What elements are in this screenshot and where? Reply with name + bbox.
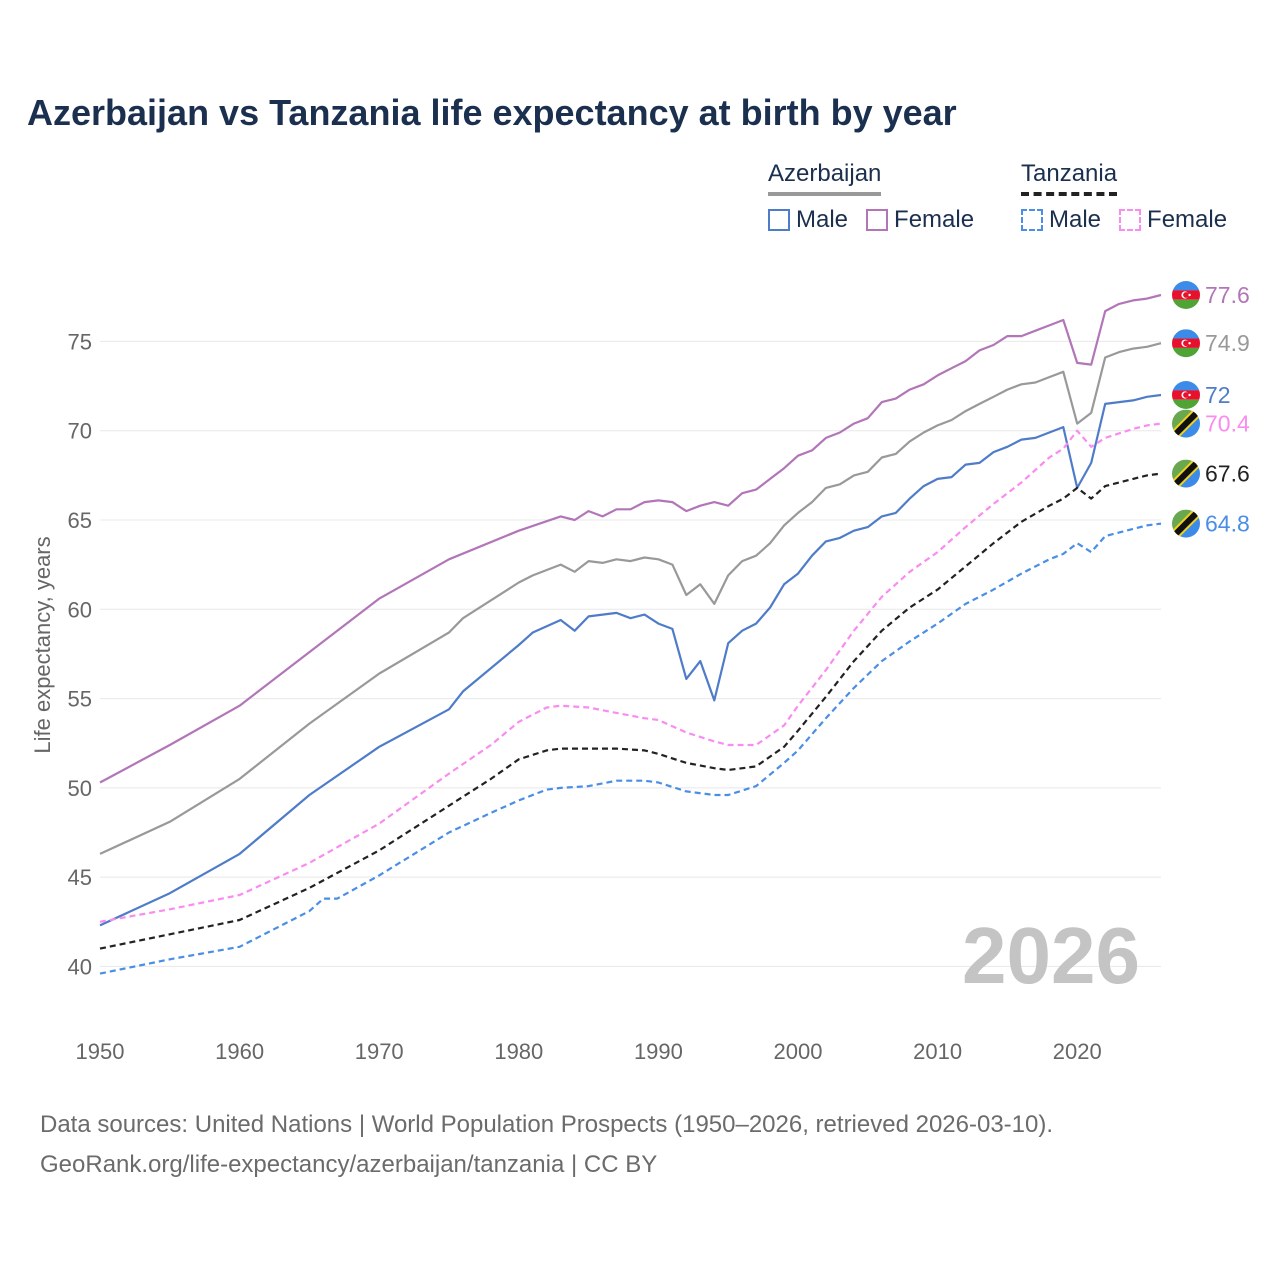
chart-title: Azerbaijan vs Tanzania life expectancy a… xyxy=(27,92,957,133)
flag-tanzania-tz_total-icon-clip xyxy=(1172,459,1200,488)
series-line-az_total[interactable] xyxy=(99,342,1162,855)
flag-tanzania-tz_male-icon-black-stripe xyxy=(1172,509,1200,538)
end-value-label-tz_male: 64.8 xyxy=(1205,511,1250,537)
legend-tanzania: Tanzania Male Female xyxy=(1021,160,1227,234)
flag-azerbaijan-az_total-icon xyxy=(1172,329,1200,358)
flag-azerbaijan-az_male-icon-green-band xyxy=(1172,399,1200,409)
y-tick-label-60: 60 xyxy=(68,597,92,622)
end-value-label-az_male: 72 xyxy=(1205,382,1231,408)
flag-tanzania-tz_male-icon-blue-half xyxy=(1172,509,1200,538)
y-tick-label-40: 40 xyxy=(68,954,92,979)
flag-tanzania-tz_female-icon-clip xyxy=(1172,409,1200,438)
x-tick-label-2010: 2010 xyxy=(913,1039,962,1064)
flag-azerbaijan-az_male-icon xyxy=(1172,381,1200,409)
flag-azerbaijan-az_female-icon-blue-band xyxy=(1172,281,1200,291)
flag-azerbaijan-az_female-icon-star xyxy=(1188,293,1191,297)
series-line-tz_female[interactable] xyxy=(99,422,1162,923)
legend-swatch-azerbaijan-male xyxy=(768,209,790,231)
legend-azerbaijan-male-label: Male xyxy=(796,206,849,233)
end-value-label-az_female: 77.6 xyxy=(1205,282,1250,308)
x-tick-label-1990: 1990 xyxy=(634,1039,683,1064)
sources-line-2[interactable]: GeoRank.org/life-expectancy/azerbaijan/t… xyxy=(40,1151,658,1178)
y-tick-label-55: 55 xyxy=(68,687,92,712)
y-tick-label-65: 65 xyxy=(68,508,92,533)
series-line-tz_total[interactable] xyxy=(99,472,1162,950)
series-line-az_female[interactable] xyxy=(99,293,1162,784)
legend-swatch-tanzania-female xyxy=(1119,209,1142,231)
x-tick-label-2020: 2020 xyxy=(1053,1039,1102,1064)
year-watermark: 2026 xyxy=(962,911,1140,1000)
end-value-label-az_total: 74.9 xyxy=(1205,330,1250,356)
data-sources: Data sources: United Nations | World Pop… xyxy=(40,1105,1053,1185)
x-tick-label-1970: 1970 xyxy=(355,1039,404,1064)
flag-tanzania-tz_female-icon xyxy=(1172,409,1200,438)
y-tick-label-50: 50 xyxy=(68,776,92,801)
y-axis-label: Life expectancy, years xyxy=(30,536,55,753)
flag-tanzania-tz_total-icon xyxy=(1172,459,1200,488)
flag-azerbaijan-az_female-icon xyxy=(1172,281,1200,309)
flag-azerbaijan-az_total-icon-crescent-cut xyxy=(1183,340,1189,347)
legend-tanzania-female-label: Female xyxy=(1147,206,1228,233)
series-line-tz_male[interactable] xyxy=(99,522,1162,975)
flag-azerbaijan-az_male-icon-clip xyxy=(1172,381,1200,409)
legend-azerbaijan: Azerbaijan Male Female xyxy=(768,160,974,234)
legend-swatch-azerbaijan-female xyxy=(866,209,889,231)
legend-tanzania-male[interactable]: Male xyxy=(1021,206,1101,234)
x-tick-label-1980: 1980 xyxy=(494,1039,543,1064)
flag-tanzania-tz_male-icon-clip xyxy=(1172,509,1200,538)
end-value-label-tz_female: 70.4 xyxy=(1205,411,1250,437)
end-value-label-tz_total: 67.6 xyxy=(1205,461,1250,487)
legend-azerbaijan-female[interactable]: Female xyxy=(866,206,974,234)
flag-azerbaijan-az_total-icon-blue-band xyxy=(1172,329,1200,339)
flag-azerbaijan-az_total-icon-clip xyxy=(1172,329,1200,358)
y-tick-label-75: 75 xyxy=(68,329,92,354)
flag-azerbaijan-az_male-icon-blue-band xyxy=(1172,381,1200,391)
flag-tanzania-tz_female-icon-black-stripe xyxy=(1172,409,1200,438)
series-line-az_male[interactable] xyxy=(99,393,1162,927)
legend-azerbaijan-male[interactable]: Male xyxy=(768,206,848,234)
flag-azerbaijan-az_total-icon-green-band xyxy=(1172,347,1200,358)
flag-azerbaijan-az_male-icon-star xyxy=(1188,393,1191,397)
flag-azerbaijan-az_male-icon-crescent-cut xyxy=(1183,392,1189,398)
flag-tanzania-tz_male-icon xyxy=(1172,509,1200,538)
legend-azerbaijan-female-label: Female xyxy=(894,206,975,233)
sources-line-1: Data sources: United Nations | World Pop… xyxy=(40,1111,1054,1138)
legend-tanzania-label: Tanzania xyxy=(1021,160,1118,196)
flag-azerbaijan-az_female-icon-clip xyxy=(1172,281,1200,309)
flag-azerbaijan-az_total-icon-star xyxy=(1188,342,1191,345)
flag-azerbaijan-az_female-icon-crescent-cut xyxy=(1183,292,1189,298)
flag-tanzania-tz_total-icon-black-stripe xyxy=(1172,459,1200,488)
legend-tanzania-male-label: Male xyxy=(1049,206,1102,233)
legend-tanzania-female[interactable]: Female xyxy=(1119,206,1227,234)
legend-azerbaijan-label: Azerbaijan xyxy=(768,160,882,196)
y-tick-label-70: 70 xyxy=(68,419,92,444)
legend-swatch-tanzania-male xyxy=(1021,209,1043,231)
x-tick-label-1950: 1950 xyxy=(76,1039,125,1064)
x-tick-label-2000: 2000 xyxy=(774,1039,823,1064)
x-tick-label-1960: 1960 xyxy=(215,1039,264,1064)
flag-azerbaijan-az_female-icon-green-band xyxy=(1172,299,1200,309)
y-tick-label-45: 45 xyxy=(68,865,92,890)
